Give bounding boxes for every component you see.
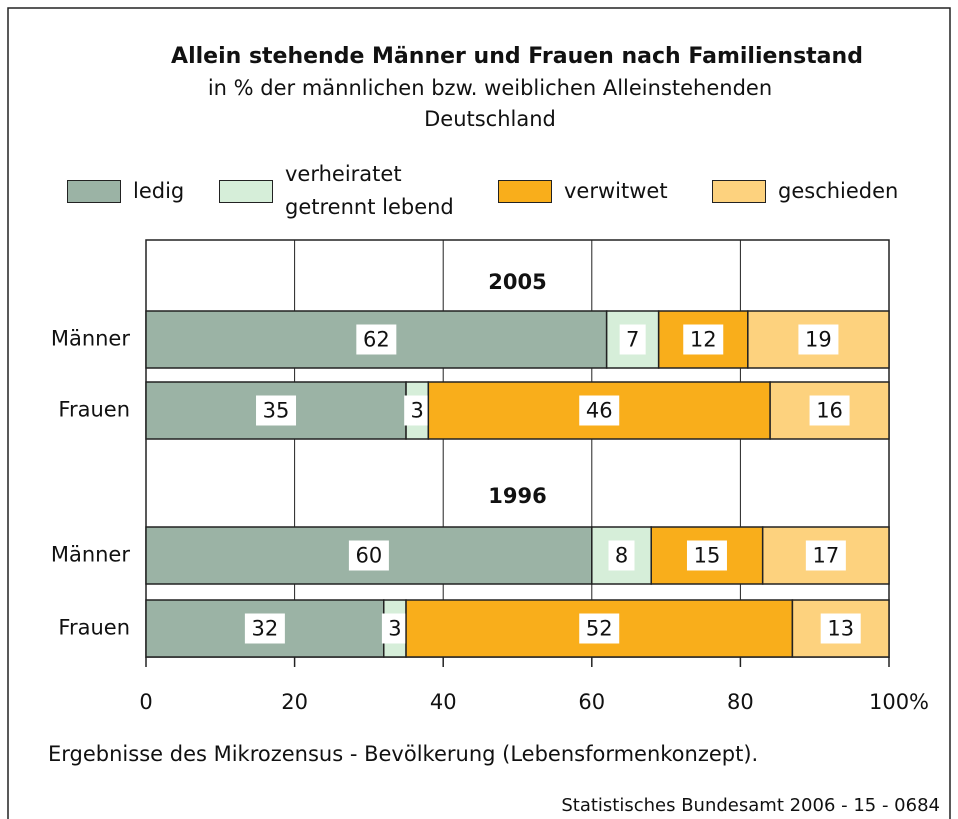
value-label: 16 xyxy=(816,399,843,423)
bar-segment xyxy=(747,310,890,369)
value-label-bg xyxy=(404,395,431,426)
bar-segment xyxy=(605,310,660,369)
plot-area xyxy=(145,239,890,658)
value-label-bg xyxy=(619,324,646,355)
value-label: 17 xyxy=(812,544,839,568)
value-label: 13 xyxy=(827,617,854,641)
group-label: 2005 xyxy=(488,270,546,294)
y-tick-label: Frauen xyxy=(58,616,130,640)
chart-region: Deutschland xyxy=(424,107,556,131)
legend-item: ledig xyxy=(67,158,184,224)
value-label-bg xyxy=(805,540,846,571)
y-tick-label: Männer xyxy=(51,327,131,351)
value-label: 19 xyxy=(805,328,832,352)
bar-segment xyxy=(769,381,890,440)
value-label: 7 xyxy=(626,328,639,352)
group-label-bg xyxy=(477,481,558,513)
value-label-bg xyxy=(809,395,850,426)
value-label: 62 xyxy=(363,328,390,352)
value-label-bg xyxy=(579,613,620,644)
x-tick-label: 60 xyxy=(578,690,605,714)
legend-item: verwitwet xyxy=(498,158,668,224)
value-label: 60 xyxy=(356,544,383,568)
value-label: 15 xyxy=(694,544,721,568)
legend-label: verwitwet xyxy=(564,178,668,203)
value-label-bg xyxy=(381,613,408,644)
y-tick-label: Männer xyxy=(51,543,131,567)
value-label: 3 xyxy=(388,617,401,641)
x-tick-label: 80 xyxy=(727,690,754,714)
legend-item: geschieden xyxy=(712,158,898,224)
value-label-bg xyxy=(686,540,727,571)
value-label: 52 xyxy=(586,617,613,641)
value-label-bg xyxy=(244,613,285,644)
legend-swatch xyxy=(67,179,121,203)
value-label-bg xyxy=(579,395,620,426)
frame xyxy=(7,7,951,819)
value-label-bg xyxy=(256,395,297,426)
legend-swatch xyxy=(498,179,552,203)
legend-label: verheiratet getrennt lebend xyxy=(285,162,454,219)
chart-subtitle: in % der männlichen bzw. weiblichen Alle… xyxy=(208,76,772,100)
legend-label: geschieden xyxy=(778,178,899,203)
chart-title: Allein stehende Männer und Frauen nach F… xyxy=(171,44,863,69)
x-tick-label: 0 xyxy=(139,690,152,714)
bar-segment xyxy=(650,526,764,585)
legend-item: verheiratet getrennt lebend xyxy=(219,158,485,224)
value-label: 46 xyxy=(586,399,613,423)
y-tick-label: Frauen xyxy=(58,398,130,422)
value-label-bg xyxy=(348,540,389,571)
source: Statistisches Bundesamt 2006 - 15 - 0684 xyxy=(561,795,940,816)
footnote: Ergebnisse des Mikrozensus - Bevölkerung… xyxy=(48,742,758,766)
value-label-bg xyxy=(683,324,724,355)
legend-swatch xyxy=(219,179,273,203)
x-tick-label: 40 xyxy=(430,690,457,714)
legend-label: ledig xyxy=(133,178,185,203)
value-label-bg xyxy=(820,613,861,644)
value-label-bg xyxy=(798,324,839,355)
group-label-bg xyxy=(477,267,558,299)
value-label-bg xyxy=(608,540,635,571)
value-label: 8 xyxy=(615,544,628,568)
value-label: 32 xyxy=(252,617,279,641)
x-tick-label: 20 xyxy=(281,690,308,714)
value-label-bg xyxy=(356,324,397,355)
legend-swatch xyxy=(712,179,766,203)
x-tick-label: 100% xyxy=(869,690,929,714)
value-label: 35 xyxy=(263,399,290,423)
value-label: 12 xyxy=(690,328,717,352)
bar-segment xyxy=(761,526,890,585)
value-label: 3 xyxy=(411,399,424,423)
group-label: 1996 xyxy=(488,484,546,508)
